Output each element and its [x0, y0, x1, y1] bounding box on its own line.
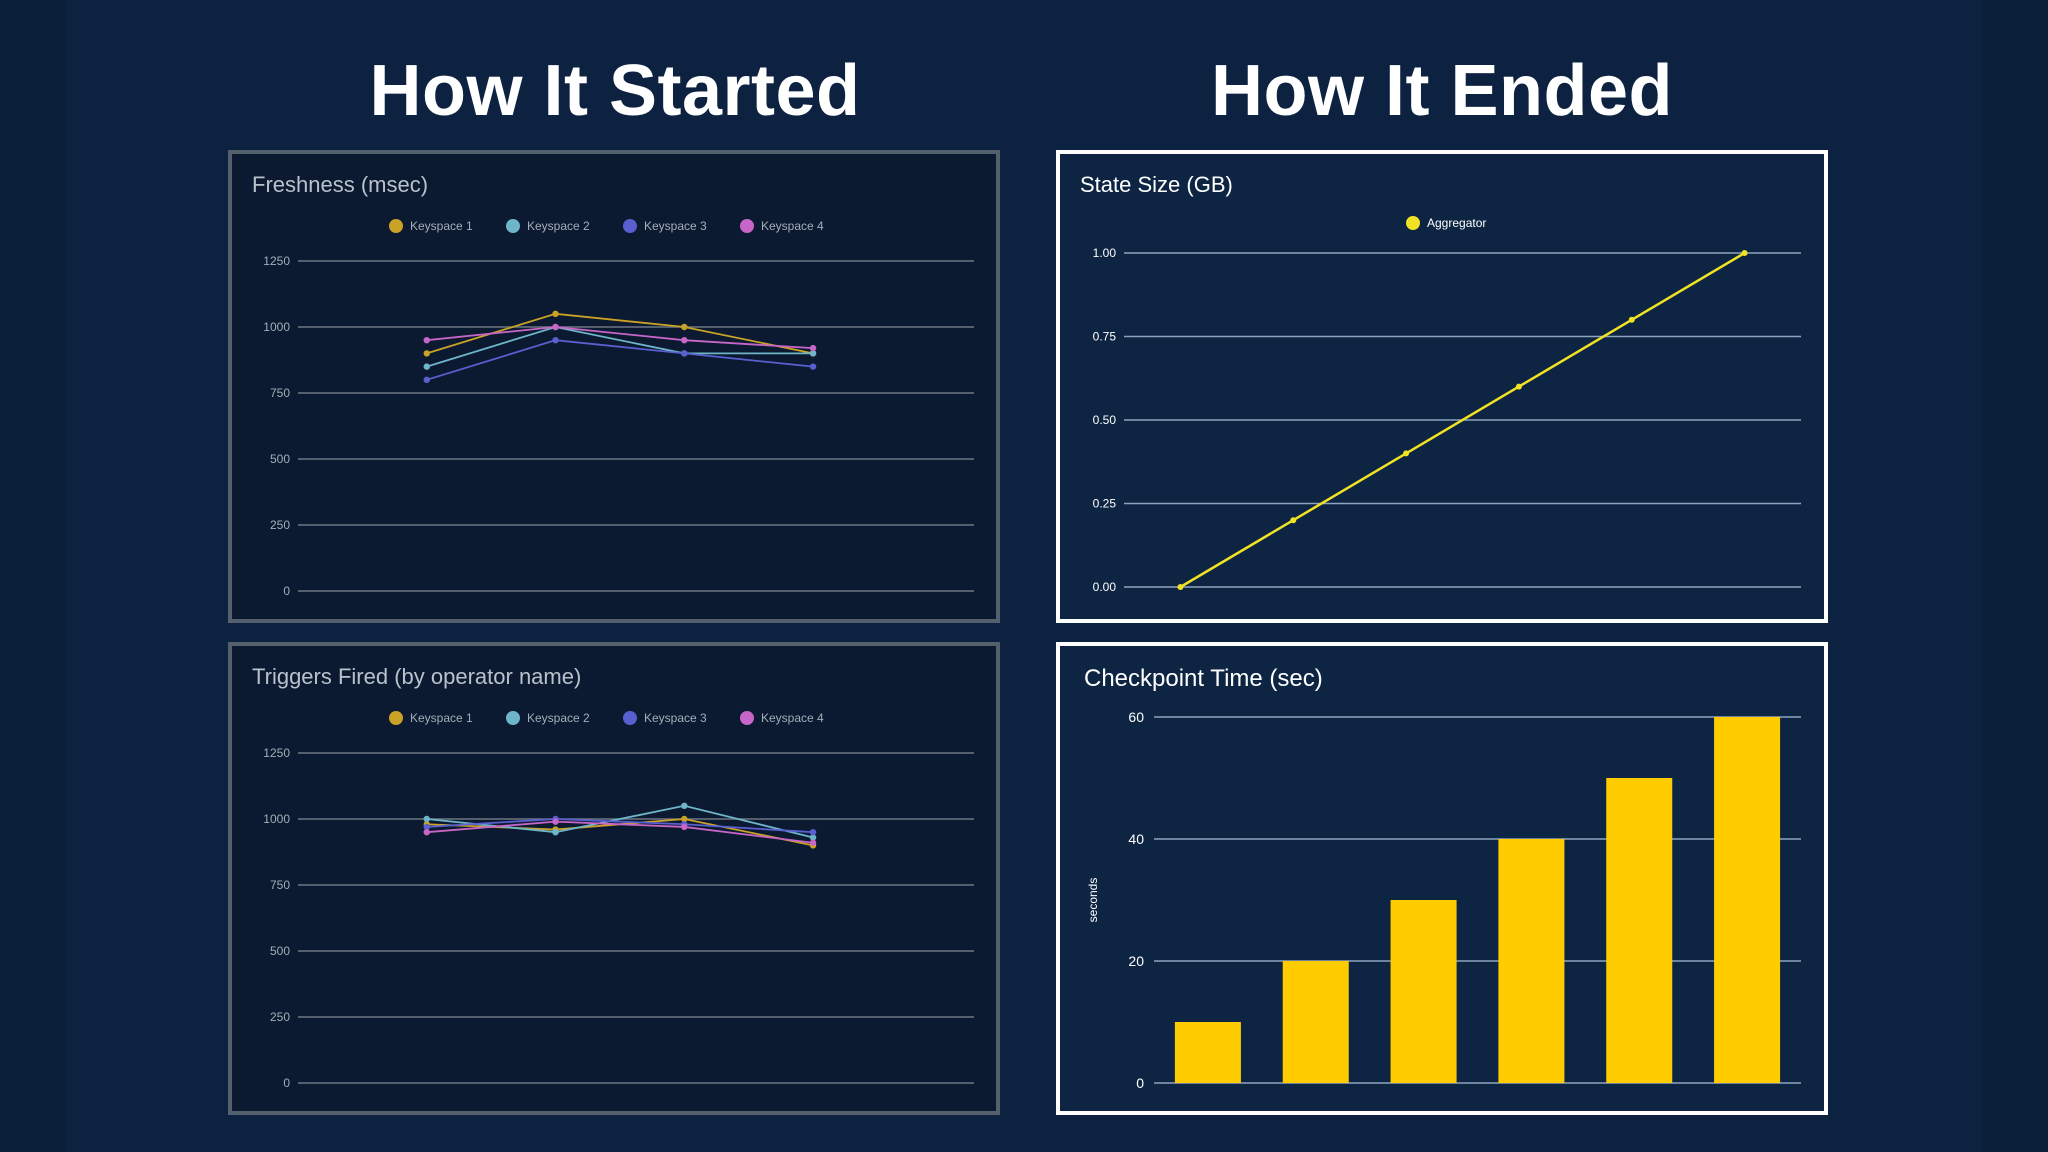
y-tick-label: 0: [283, 584, 290, 598]
data-point-keyspace-3: [809, 829, 817, 836]
right-margin-band: [1982, 0, 2048, 1152]
y-tick-label: 0.00: [1093, 580, 1117, 594]
y-tick-label: 0: [1136, 1075, 1144, 1091]
legend-marker-keyspace-3: [623, 711, 637, 725]
data-point-keyspace-2: [809, 350, 817, 357]
series-line-keyspace-3: [426, 818, 814, 834]
legend-label-keyspace-4: Keyspace 4: [761, 219, 824, 233]
data-point-keyspace-4: [809, 344, 817, 352]
data-point-aggregator: [1741, 250, 1748, 256]
triggers-chart: Triggers Fired (by operator name) 0 250 500…: [252, 664, 974, 1090]
state-size-chart-panel: State Size (GB) 0.00 0.25 0.50 0.75 1.00 Aggre…: [1056, 150, 1828, 623]
checkpoint-chart-panel: Checkpoint Time (sec) 0 20 40 60 seconds: [1056, 642, 1828, 1115]
y-tick-label: 60: [1128, 709, 1144, 725]
data-point-keyspace-4: [552, 323, 559, 331]
data-point-keyspace-3: [552, 337, 559, 344]
freshness-chart-panel: Freshness (msec) 0 250 500 750 1000 1250 Keyspa…: [228, 150, 1000, 623]
data-point-keyspace-4: [681, 823, 688, 831]
legend-label-keyspace-2: Keyspace 2: [527, 711, 590, 725]
bar-3: [1390, 900, 1457, 1083]
y-tick-label: 0.50: [1093, 413, 1117, 427]
legend-marker-keyspace-2: [506, 711, 520, 725]
legend-label-keyspace-1: Keyspace 1: [410, 219, 473, 233]
legend-label-aggregator: Aggregator: [1427, 216, 1486, 230]
y-tick-label: 40: [1128, 831, 1144, 847]
chart-title: Checkpoint Time (sec): [1084, 665, 1323, 692]
y-tick-label: 250: [270, 518, 290, 532]
series-line-keyspace-3: [426, 339, 814, 381]
data-point-keyspace-2: [423, 815, 430, 823]
data-point-aggregator: [1515, 383, 1522, 390]
series-line-aggregator: [1179, 251, 1746, 589]
data-point-keyspace-1: [552, 310, 559, 317]
data-point-keyspace-4: [681, 337, 688, 344]
chart-title: Triggers Fired (by operator name): [252, 664, 581, 689]
y-tick-label: 750: [270, 878, 290, 892]
legend-label-keyspace-3: Keyspace 3: [644, 219, 707, 233]
y-tick-label: 750: [270, 386, 290, 400]
chart-title: Freshness (msec): [252, 172, 428, 197]
left-margin-band: [0, 0, 66, 1152]
series-line-keyspace-4: [426, 326, 814, 350]
y-tick-label: 0.75: [1093, 330, 1117, 344]
y-tick-label: 1250: [263, 254, 290, 268]
data-point-keyspace-3: [681, 350, 688, 357]
data-point-keyspace-2: [681, 802, 688, 809]
data-point-keyspace-1: [681, 323, 688, 331]
data-point-aggregator: [1290, 517, 1297, 524]
bar-5: [1606, 778, 1673, 1083]
y-tick-label: 0.25: [1093, 497, 1117, 511]
legend-label-keyspace-1: Keyspace 1: [410, 711, 473, 725]
legend-marker-keyspace-4: [740, 711, 754, 725]
legend-marker-keyspace-4: [740, 219, 754, 233]
data-point-keyspace-2: [552, 829, 559, 836]
data-point-keyspace-4: [423, 337, 430, 344]
data-point-keyspace-2: [423, 363, 430, 370]
legend-marker-keyspace-1: [389, 711, 403, 725]
legend-label-keyspace-2: Keyspace 2: [527, 219, 590, 233]
bar-1: [1174, 1022, 1241, 1083]
y-tick-label: 1250: [263, 746, 290, 760]
checkpoint-chart: Checkpoint Time (sec) 0 20 40 60 seconds: [1084, 665, 1801, 1091]
data-point-aggregator: [1403, 450, 1410, 457]
data-point-keyspace-1: [423, 350, 430, 357]
data-point-keyspace-3: [423, 823, 430, 831]
heading-how-it-started: How It Started: [369, 51, 861, 131]
freshness-chart: Freshness (msec) 0 250 500 750 1000 1250 Keyspa…: [252, 172, 974, 598]
data-point-keyspace-4: [552, 818, 559, 825]
y-tick-label: 500: [270, 452, 290, 466]
data-point-aggregator: [1628, 316, 1635, 323]
data-point-aggregator: [1177, 584, 1184, 590]
legend-label-keyspace-3: Keyspace 3: [644, 711, 707, 725]
legend-marker-aggregator: [1406, 216, 1420, 230]
y-tick-label: 250: [270, 1010, 290, 1024]
legend-label-keyspace-4: Keyspace 4: [761, 711, 824, 725]
data-point-keyspace-3: [423, 376, 430, 383]
heading-how-it-ended: How It Ended: [1211, 51, 1673, 131]
series-line-keyspace-2: [426, 804, 814, 839]
triggers-chart-panel: Triggers Fired (by operator name) 0 250 500…: [228, 642, 1000, 1115]
series-line-keyspace-4: [426, 820, 814, 844]
y-tick-label: 500: [270, 944, 290, 958]
y-tick-label: 20: [1128, 953, 1144, 969]
y-axis-label: seconds: [1086, 878, 1100, 923]
y-tick-label: 1.00: [1093, 246, 1117, 260]
y-tick-label: 1000: [263, 320, 290, 334]
legend-marker-keyspace-2: [506, 219, 520, 233]
data-point-keyspace-4: [809, 839, 817, 846]
data-point-keyspace-2: [809, 834, 817, 841]
legend-marker-keyspace-3: [623, 219, 637, 233]
chart-title: State Size (GB): [1080, 172, 1233, 197]
legend-marker-keyspace-1: [389, 219, 403, 233]
y-tick-label: 1000: [263, 812, 290, 826]
series-line-keyspace-2: [426, 326, 814, 368]
bar-2: [1282, 961, 1349, 1083]
bar-4: [1498, 839, 1565, 1083]
state-size-chart: State Size (GB) 0.00 0.25 0.50 0.75 1.00 Aggre…: [1080, 172, 1801, 594]
y-tick-label: 0: [283, 1076, 290, 1090]
bar-6: [1714, 717, 1781, 1083]
data-point-keyspace-4: [423, 829, 430, 836]
data-point-keyspace-3: [809, 363, 817, 370]
data-point-keyspace-1: [681, 815, 688, 823]
